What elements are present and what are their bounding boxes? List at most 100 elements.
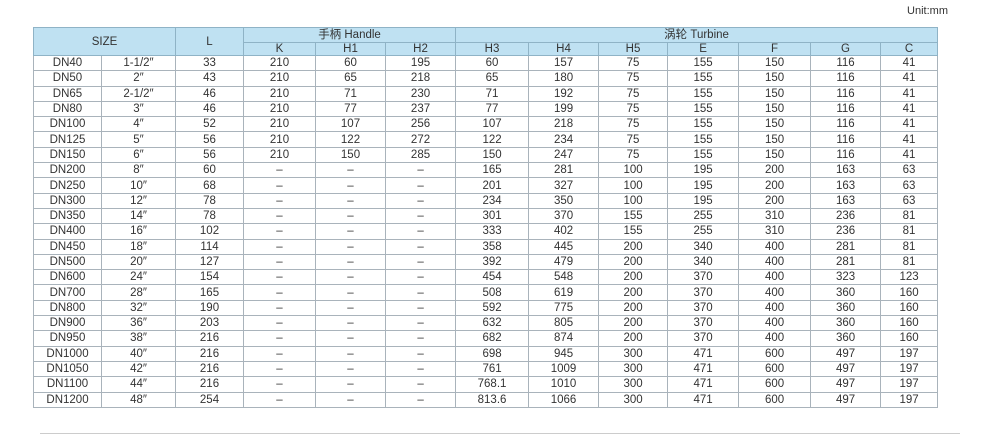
table-cell: – [243,192,316,209]
table-cell: 150 [738,70,812,87]
table-cell: 150 [315,146,386,164]
table-row: DN700 28″ 165– – –508 619 200 370 400 360 160 [33,284,939,301]
table-cell: – [384,360,457,378]
table-cell: 46 [175,100,244,118]
table-cell: – [384,162,457,179]
table-cell: 63 [880,192,939,209]
table-cell: 63 [880,177,939,194]
table-cell: 46 [175,85,244,102]
table-cell: 301 [455,207,530,225]
table-cell: 155 [667,54,740,72]
table-cell: 116 [810,54,882,72]
table-cell: 255 [667,223,740,240]
table-cell: 32″ [101,299,176,317]
table-row: DN400 16″ 102– – –333 402 155 255 310 236 81 [33,223,939,240]
table-cell: 180 [528,70,600,87]
table-cell: 163 [810,162,882,179]
table-cell: 230 [384,85,457,102]
table-cell: 56 [175,146,244,164]
header-cell: H1 [315,42,386,56]
table-cell: 155 [667,70,740,87]
table-cell: 300 [598,376,669,393]
table-cell: DN700 [33,284,102,301]
table-cell: – [384,330,457,347]
table-cell: 10″ [101,177,176,194]
table-cell: DN500 [33,253,102,271]
table-cell: 107 [315,116,386,133]
table-row: DN600 24″ 154– – –454 548 200 370 400 323 123 [33,269,939,286]
table-cell: 370 [667,330,740,347]
table-cell: 350 [528,192,600,209]
table-cell: – [243,345,316,362]
table-cell: – [243,238,316,255]
table-cell: 632 [455,315,530,332]
table-cell: 150 [738,131,812,148]
table-cell: 155 [667,116,740,133]
table-cell: – [315,269,386,286]
table-cell: 3″ [101,100,176,118]
table-cell: – [243,207,316,225]
table-cell: 71 [455,85,530,102]
spec-table: SIZE L 手柄 Handle 涡轮 Turbine K H1 H2 H3 H4 H5 E… [33,27,939,408]
table-cell: 8″ [101,162,176,179]
table-cell: 508 [455,284,530,301]
table-cell: 150 [738,85,812,102]
table-cell: 210 [243,70,316,87]
table-cell: 761 [455,360,530,378]
table-cell: 150 [738,100,812,118]
table-cell: DN950 [33,330,102,347]
table-row: DN350 14″ 78– – –301 370 155 255 310 236 81 [33,207,939,225]
table-cell: 78 [175,192,244,209]
table-cell: DN800 [33,299,102,317]
table-cell: 813.6 [455,391,530,408]
table-row: DN300 12″ 78– – –234 350 100 195 200 163 63 [33,192,939,209]
table-cell: 402 [528,223,600,240]
table-cell: 285 [384,146,457,164]
table-row: DN125 5″ 56 210 122 272 122 234 75 155 150 116 41 [33,131,939,148]
table-cell: 127 [175,253,244,271]
table-cell: 333 [455,223,530,240]
table-row: DN1100 44″ 216– – –768.1 1010 300 471 600 497 197 [33,376,939,393]
table-cell: 360 [810,284,882,301]
table-cell: – [315,238,386,255]
table-cell: 41 [880,131,939,148]
table-cell: 698 [455,345,530,362]
header-cell: H2 [384,42,457,56]
table-cell: DN250 [33,177,102,194]
table-row: DN40 1-1/2″ 33 210 60 195 60 157 75 155 150 116 41 [33,54,939,72]
table-cell: DN40 [33,54,102,72]
table-cell: 81 [880,207,939,225]
table-cell: 497 [810,345,882,362]
header-group: 手柄 Handle [242,27,457,43]
table-cell: 548 [528,269,600,286]
table-cell: 310 [738,223,812,240]
table-cell: 358 [455,238,530,255]
table-cell: 1010 [528,376,600,393]
table-cell: 114 [175,238,244,255]
table-cell: DN1100 [33,376,102,393]
table-cell: DN1000 [33,345,102,362]
table-row: DN80 3″ 46 210 77 237 77 199 75 155 150 116 41 [33,100,939,118]
table-cell: 200 [598,253,669,271]
table-cell: – [315,345,386,362]
table-cell: 236 [810,223,882,240]
table-cell: 200 [738,162,812,179]
table-cell: 197 [880,391,939,408]
table-cell: 281 [810,253,882,271]
table-cell: 195 [667,192,740,209]
table-cell: 155 [598,223,669,240]
table-cell: 14″ [101,207,176,225]
table-cell: – [243,315,316,332]
table-cell: 160 [880,315,939,332]
table-cell: 157 [528,54,600,72]
table-cell: 155 [667,131,740,148]
table-cell: – [243,360,316,378]
table-cell: 75 [598,70,669,87]
table-cell: DN600 [33,269,102,286]
table-cell: 471 [667,376,740,393]
table-cell: DN80 [33,100,102,118]
table-cell: DN450 [33,238,102,255]
table-cell: 210 [243,85,316,102]
table-cell: 52 [175,116,244,133]
